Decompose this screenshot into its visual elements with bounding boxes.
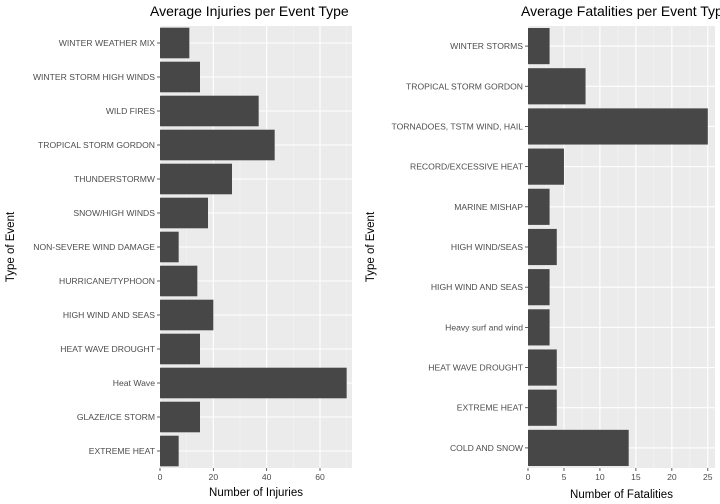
category-label: RECORD/EXCESSIVE HEAT: [410, 162, 524, 172]
category-label: HIGH WIND AND SEAS: [63, 310, 155, 320]
bar: [528, 148, 564, 185]
bar: [528, 309, 550, 346]
category-label: Heat Wave: [113, 378, 155, 388]
x-axis-label: Number of Injuries: [209, 487, 303, 499]
category-label: NON-SEVERE WIND DAMAGE: [33, 242, 155, 252]
category-label: THUNDERSTORMW: [74, 174, 156, 184]
category-label: HEAT WAVE DROUGHT: [60, 344, 155, 354]
category-label: TROPICAL STORM GORDON: [406, 81, 523, 91]
x-tick-label: 0: [158, 472, 163, 482]
injuries-chart: Average Injuries per Event Type Number o…: [5, 3, 352, 499]
bar: [528, 68, 586, 105]
category-label: MARINE MISHAP: [454, 202, 523, 212]
category-label: HIGH WIND/SEAS: [451, 242, 523, 252]
bar: [528, 228, 557, 266]
x-tick-label: 5: [562, 472, 567, 482]
bar: [160, 367, 347, 399]
category-label: TROPICAL STORM GORDON: [38, 140, 155, 150]
bar: [160, 299, 214, 331]
bar: [160, 129, 275, 161]
bar: [160, 95, 259, 127]
bar: [160, 163, 232, 195]
category-label: WINTER STORM HIGH WINDS: [33, 72, 155, 82]
x-tick-label: 60: [315, 472, 325, 482]
bar: [528, 349, 557, 386]
x-axis-label: Number of Fatalities: [570, 489, 673, 501]
bar: [160, 27, 190, 59]
bar: [528, 269, 550, 306]
category-label: WINTER STORMS: [450, 41, 523, 51]
category-label: GLAZE/ICE STORM: [77, 412, 155, 422]
bar: [160, 333, 200, 365]
category-label: WINTER WEATHER MIX: [59, 38, 156, 48]
chart-title: Average Fatalities per Event Type: [521, 3, 720, 19]
category-label: EXTREME HEAT: [89, 446, 156, 456]
x-tick-label: 0: [526, 472, 531, 482]
bar: [528, 389, 557, 426]
bar: [160, 231, 179, 263]
bar: [528, 28, 550, 65]
category-label: HEAT WAVE DROUGHT: [428, 363, 523, 373]
bar: [160, 197, 208, 229]
y-axis-label: Type of Event: [365, 211, 377, 282]
bar: [528, 108, 708, 145]
category-label: HIGH WIND AND SEAS: [431, 282, 523, 292]
bar: [160, 401, 200, 433]
bar: [160, 265, 198, 297]
x-tick-label: 25: [703, 472, 713, 482]
x-tick-label: 10: [595, 472, 605, 482]
y-axis-label: Type of Event: [5, 211, 17, 282]
x-tick-label: 20: [209, 472, 219, 482]
x-tick-label: 15: [631, 472, 641, 482]
category-label: TORNADOES, TSTM WIND, HAIL: [392, 121, 524, 131]
x-tick-label: 20: [667, 472, 677, 482]
x-tick-label: 40: [262, 472, 272, 482]
category-label: Heavy surf and wind: [445, 322, 523, 332]
bar: [160, 61, 200, 93]
bar: [160, 435, 179, 467]
category-label: EXTREME HEAT: [457, 403, 524, 413]
category-label: SNOW/HIGH WINDS: [73, 208, 155, 218]
bar: [528, 429, 629, 466]
category-label: COLD AND SNOW: [450, 443, 524, 453]
category-label: HURRICANE/TYPHOON: [59, 276, 155, 286]
fatalities-chart: Average Fatalities per Event Type Number…: [365, 3, 720, 501]
chart-title: Average Injuries per Event Type: [150, 3, 349, 19]
category-label: WILD FIRES: [106, 106, 155, 116]
bar: [528, 188, 550, 225]
